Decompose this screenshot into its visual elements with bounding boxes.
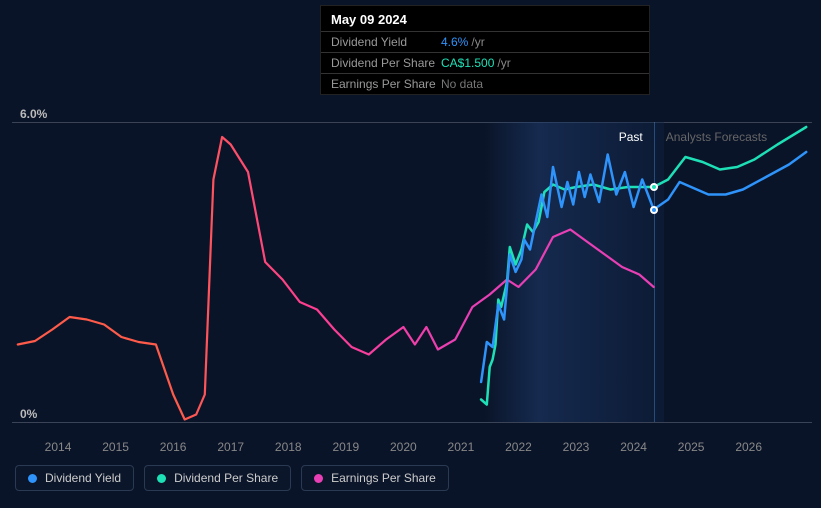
legend-dot-icon	[314, 474, 323, 483]
x-axis-tick: 2021	[448, 440, 475, 454]
x-axis-tick: 2014	[45, 440, 72, 454]
x-axis-tick: 2023	[563, 440, 590, 454]
legend-label: Dividend Yield	[45, 471, 121, 485]
tooltip-row-label: Dividend Per Share	[331, 56, 441, 70]
legend-item-dividend_yield[interactable]: Dividend Yield	[15, 465, 134, 491]
legend-label: Dividend Per Share	[174, 471, 278, 485]
series-dividend-per-share	[481, 127, 806, 405]
legend-dot-icon	[157, 474, 166, 483]
x-axis-tick: 2026	[735, 440, 762, 454]
chart-point-marker	[650, 206, 658, 214]
series-dividend-yield	[481, 152, 806, 382]
x-axis-tick: 2025	[678, 440, 705, 454]
legend-label: Earnings Per Share	[331, 471, 436, 485]
legend-dot-icon	[28, 474, 37, 483]
tooltip-row: Dividend Per ShareCA$1.500/yr	[321, 52, 649, 73]
tooltip-date: May 09 2024	[321, 6, 649, 31]
tooltip-row-label: Earnings Per Share	[331, 77, 441, 91]
chart-tooltip: May 09 2024 Dividend Yield4.6%/yrDividen…	[320, 5, 650, 95]
tooltip-row: Earnings Per ShareNo data	[321, 73, 649, 94]
x-axis-tick: 2016	[160, 440, 187, 454]
x-axis-tick: 2020	[390, 440, 417, 454]
tooltip-row-label: Dividend Yield	[331, 35, 441, 49]
tooltip-row-value: CA$1.500/yr	[441, 56, 639, 70]
chart-svg	[12, 122, 812, 422]
legend-item-earnings[interactable]: Earnings Per Share	[301, 465, 449, 491]
x-axis-tick: 2024	[620, 440, 647, 454]
x-axis-tick: 2017	[217, 440, 244, 454]
legend-item-dividend_per_share[interactable]: Dividend Per Share	[144, 465, 291, 491]
tooltip-row-value: No data	[441, 77, 639, 91]
dividend-chart: May 09 2024 Dividend Yield4.6%/yrDividen…	[0, 0, 821, 508]
x-axis-tick: 2022	[505, 440, 532, 454]
tooltip-row: Dividend Yield4.6%/yr	[321, 31, 649, 52]
past-label: Past	[619, 130, 643, 144]
plot-area[interactable]	[12, 122, 812, 422]
chart-point-marker	[650, 183, 658, 191]
forecasts-label: Analysts Forecasts	[666, 130, 767, 144]
tooltip-row-value: 4.6%/yr	[441, 35, 639, 49]
x-axis-tick: 2018	[275, 440, 302, 454]
x-axis-tick: 2015	[102, 440, 129, 454]
series-earnings	[18, 137, 654, 420]
y-axis-max-label: 6.0%	[20, 107, 47, 121]
gridline-bottom	[12, 422, 812, 423]
x-axis-tick: 2019	[332, 440, 359, 454]
chart-legend: Dividend Yield Dividend Per Share Earnings…	[15, 465, 449, 491]
